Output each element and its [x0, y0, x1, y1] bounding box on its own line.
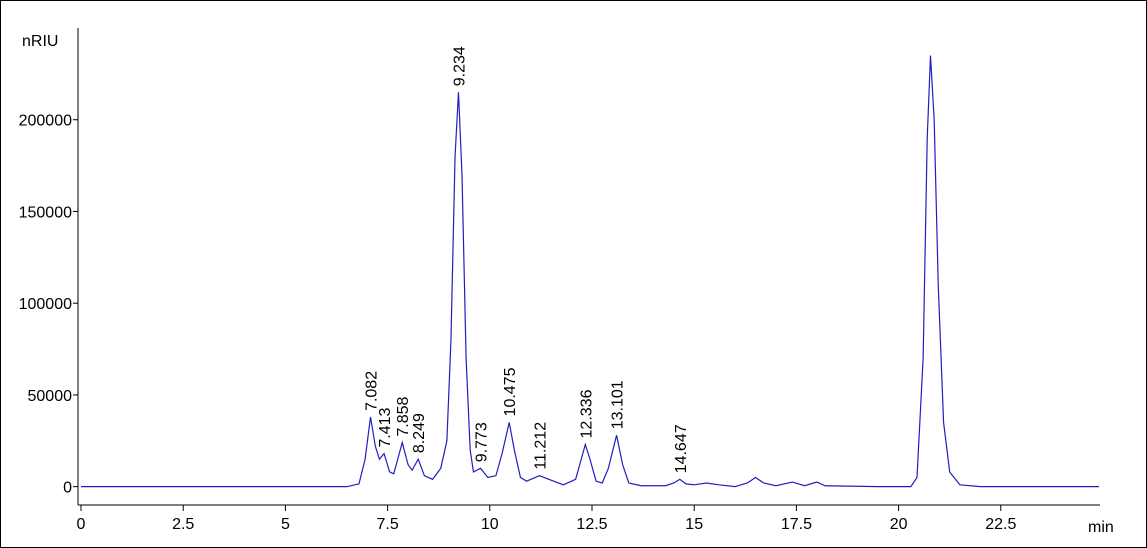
peak-label: 8.249 [411, 413, 428, 453]
x-tick-label: 15 [685, 516, 703, 533]
y-tick-label: 200000 [19, 113, 72, 130]
x-tick-label: 12.5 [576, 516, 607, 533]
peak-label: 7.082 [364, 371, 381, 411]
x-tick-label: 10 [481, 516, 499, 533]
peak-label: 7.858 [395, 396, 412, 436]
signal-line [81, 55, 1099, 488]
peak-label: 11.212 [532, 422, 549, 470]
peak-label: 7.413 [377, 407, 394, 447]
y-axis-label: nRIU [22, 33, 58, 50]
peak-label: 13.101 [610, 380, 627, 429]
peak-label: 12.336 [578, 389, 595, 438]
y-tick-label: 100000 [19, 296, 72, 313]
x-tick-label: 17.5 [781, 516, 812, 533]
x-tick-label: 0 [77, 516, 86, 533]
x-tick-label: 22.5 [985, 516, 1016, 533]
peak-label: 14.647 [673, 424, 690, 473]
y-tick-label: 50000 [28, 388, 73, 405]
peak-label: 10.475 [502, 367, 519, 416]
y-tick-label: 0 [63, 480, 72, 497]
y-tick-label: 150000 [19, 204, 72, 221]
peak-label: 9.234 [451, 46, 468, 86]
x-tick-label: 5 [281, 516, 290, 533]
peak-label: 9.773 [474, 422, 491, 462]
x-axis-label: min [1088, 519, 1114, 536]
x-tick-label: 7.5 [376, 516, 398, 533]
x-tick-label: 2.5 [172, 516, 194, 533]
x-tick-label: 20 [890, 516, 908, 533]
